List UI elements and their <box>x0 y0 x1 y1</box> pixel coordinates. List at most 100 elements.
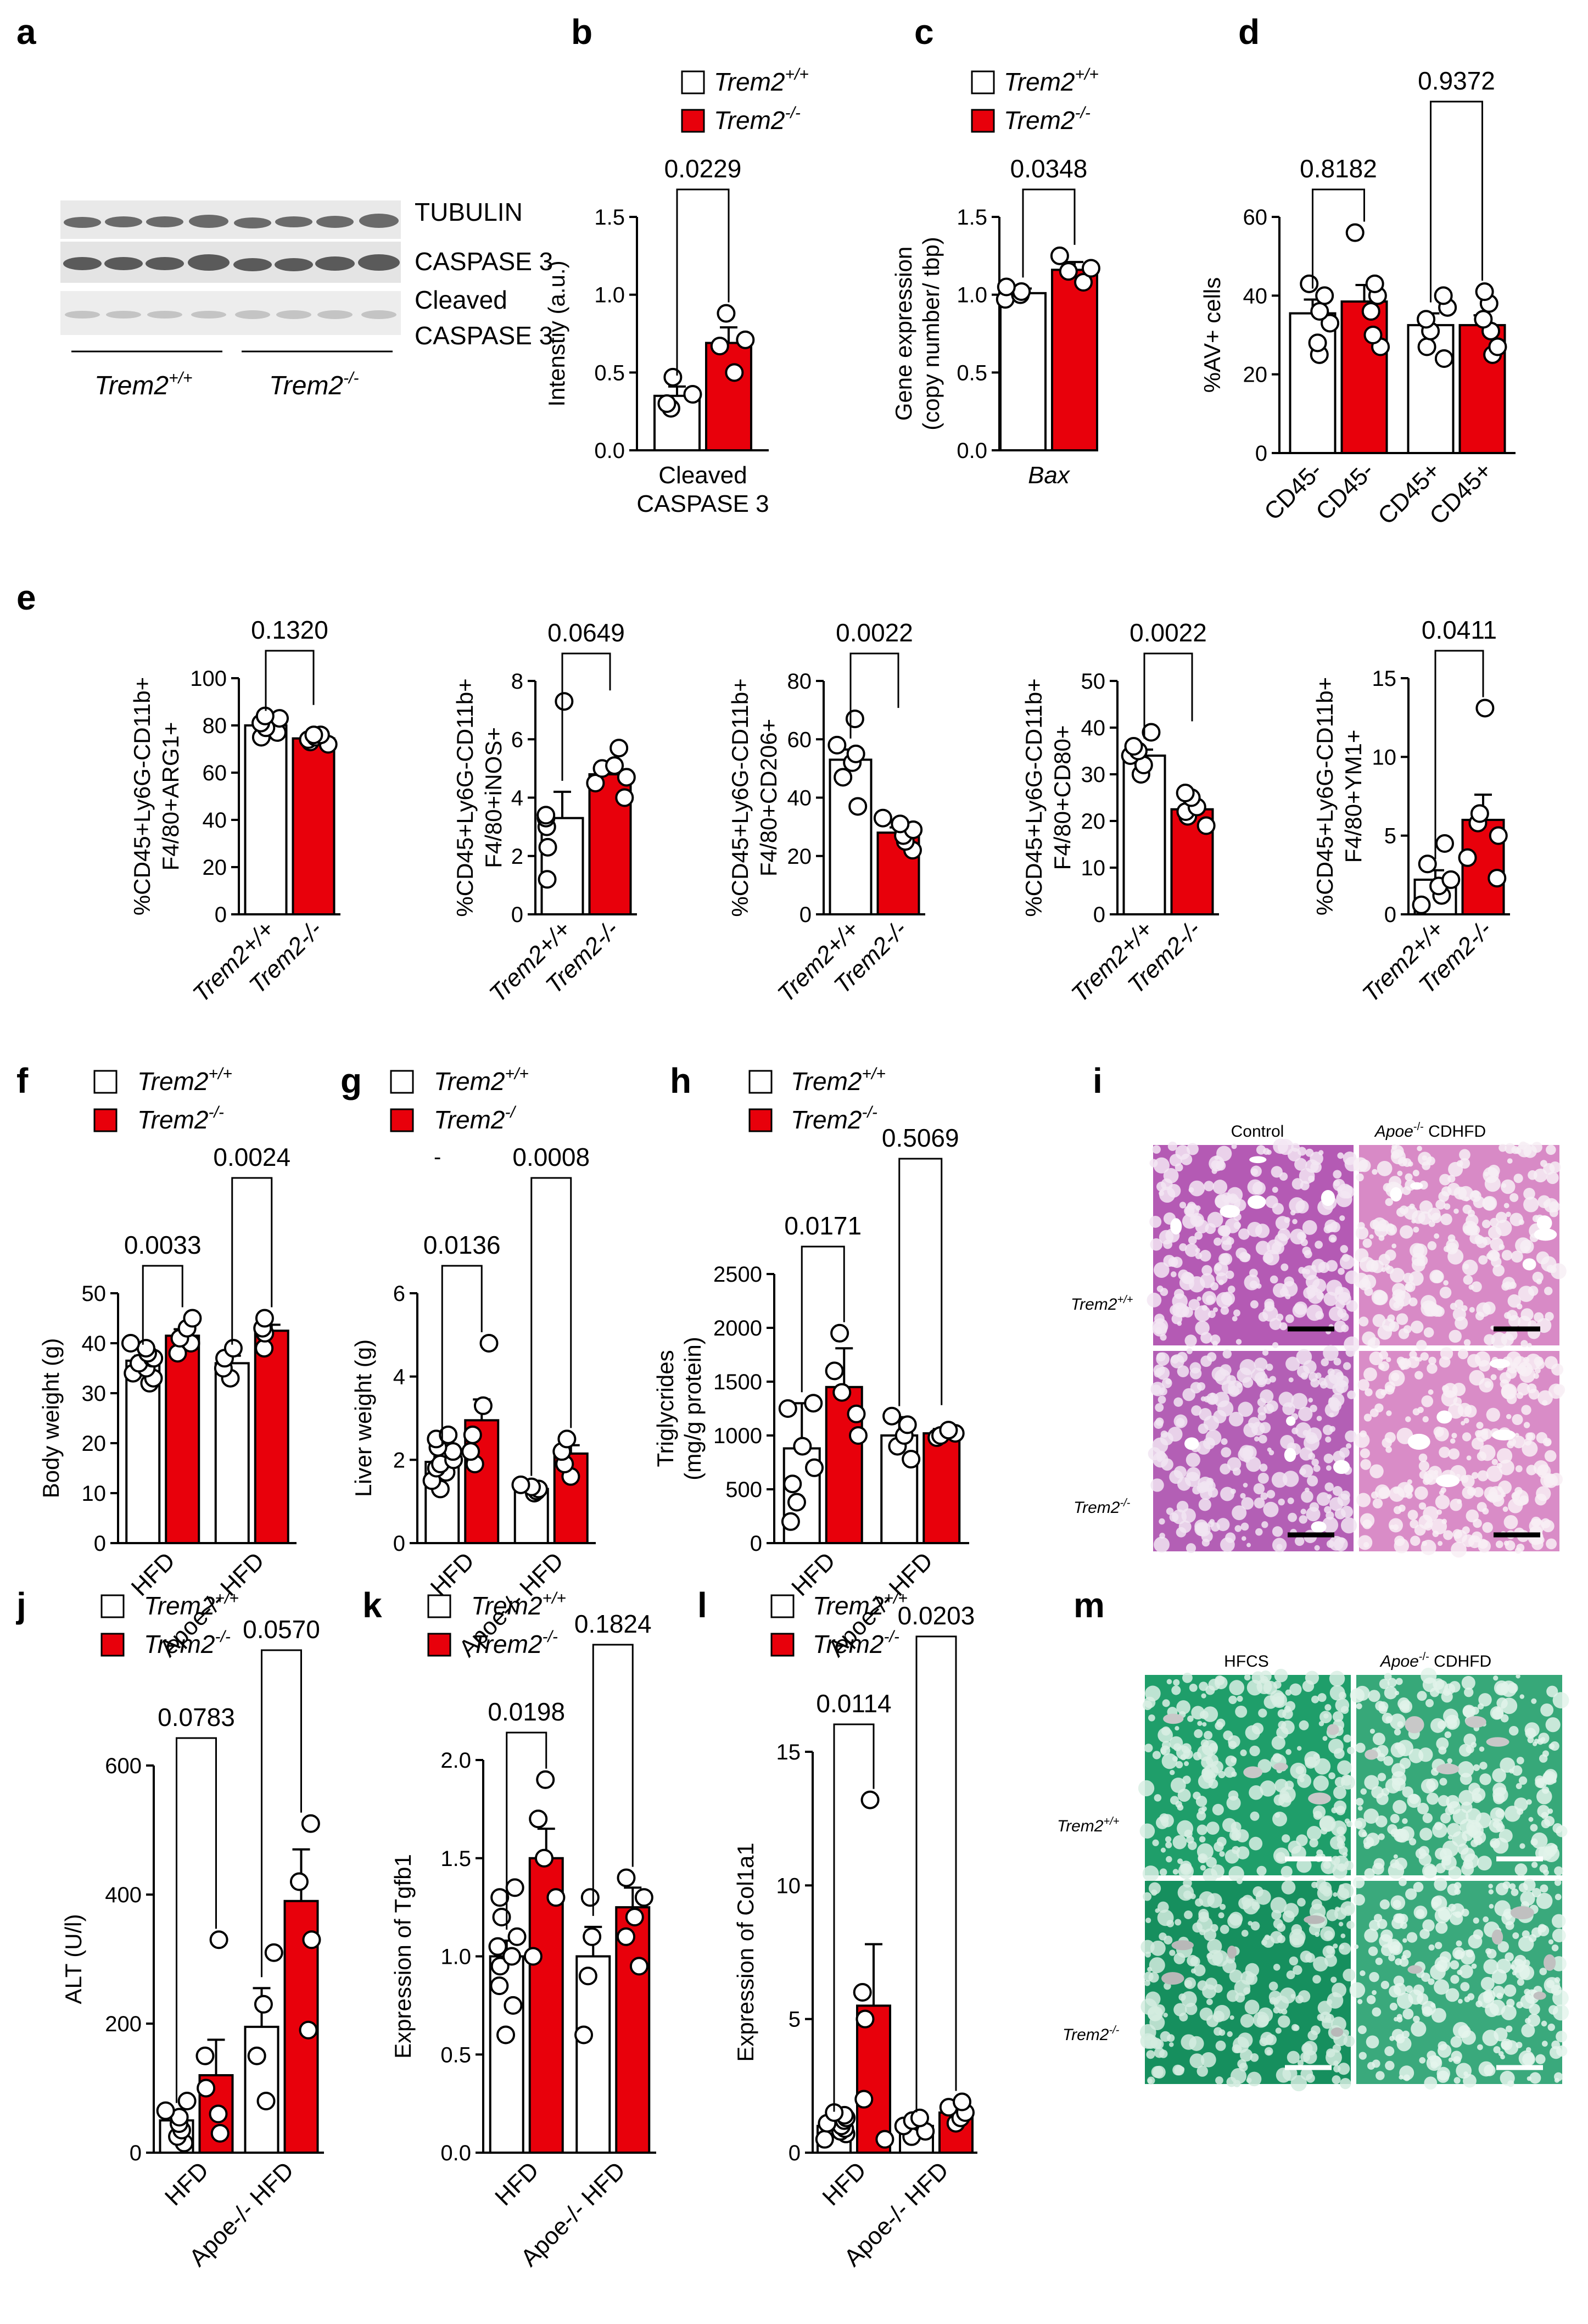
lipid-droplet <box>1448 1903 1456 1912</box>
lipid-droplet <box>1438 1540 1443 1546</box>
lipid-droplet <box>1542 1773 1555 1784</box>
lipid-droplet <box>1340 1380 1346 1386</box>
lipid-droplet <box>1400 1365 1406 1371</box>
lipid-droplet <box>1255 1241 1270 1255</box>
lipid-droplet <box>1282 1910 1295 1923</box>
lipid-droplet <box>1413 1984 1424 1996</box>
lipid-droplet <box>1279 1987 1296 2004</box>
lipid-droplet <box>1243 1987 1251 1995</box>
bar <box>856 2004 891 2154</box>
p-value-label: 0.0198 <box>488 1697 565 1726</box>
lipid-droplet <box>1444 1731 1452 1739</box>
lipid-droplet <box>1522 1930 1530 1938</box>
data-point <box>902 1450 921 1469</box>
lipid-droplet <box>1324 1219 1338 1233</box>
lipid-droplet <box>1424 2076 1438 2090</box>
lipid-droplet <box>1285 1293 1291 1300</box>
lipid-droplet <box>1408 1271 1424 1286</box>
legend-label-wt: Trem2+/+ <box>813 1589 908 1620</box>
lipid-droplet <box>1471 1963 1477 1969</box>
lipid-droplet <box>1505 2025 1513 2032</box>
lipid-droplet <box>1329 1426 1335 1432</box>
lipid-droplet <box>1395 1678 1403 1685</box>
lipid-droplet <box>1478 1255 1488 1265</box>
western-blot-image <box>60 200 401 335</box>
legend-swatch-wt <box>427 1594 451 1618</box>
lipid-droplet <box>1405 1173 1413 1181</box>
lipid-droplet <box>1476 1422 1484 1429</box>
lipid-droplet <box>1385 1249 1396 1261</box>
lipid-droplet <box>1215 2076 1223 2085</box>
lipid-droplet <box>1281 1865 1293 1878</box>
lipid-droplet <box>1251 1671 1265 1684</box>
data-point <box>605 756 624 775</box>
data-point <box>1475 699 1495 718</box>
lipid-droplet <box>1372 2007 1382 2017</box>
lipid-droplet <box>1300 1464 1313 1478</box>
y-tick-label: 1.5 <box>957 205 987 230</box>
lipid-droplet <box>1555 1893 1562 1901</box>
legend-label-wt: Trem2+/+ <box>144 1589 239 1620</box>
lipid-droplet <box>1198 1498 1211 1511</box>
lipid-droplet <box>1204 1730 1213 1740</box>
data-point <box>1412 895 1431 914</box>
lipid-droplet <box>1146 2050 1155 2059</box>
lipid-droplet <box>1554 1977 1561 1983</box>
lipid-droplet <box>1165 1378 1172 1385</box>
lipid-droplet <box>1291 2024 1299 2031</box>
lipid-droplet <box>1278 2015 1290 2028</box>
lipid-droplet <box>1395 2034 1405 2044</box>
lipid-droplet <box>1529 2072 1541 2084</box>
lipid-droplet <box>1206 1822 1220 1835</box>
lipid-droplet <box>1332 1982 1346 1998</box>
lipid-droplet <box>1514 1797 1528 1812</box>
lipid-droplet <box>1471 1437 1484 1450</box>
panel-letter-f: f <box>16 1061 29 1100</box>
lipid-droplet <box>1298 1406 1313 1421</box>
y-tick-label: 40 <box>203 808 227 833</box>
data-point <box>574 2025 594 2044</box>
data-point <box>1196 816 1216 835</box>
lipid-droplet <box>1531 1888 1541 1898</box>
blot-group-wt: Trem2+/+ <box>94 369 193 400</box>
lipid-droplet <box>1516 1674 1520 1679</box>
lipid-droplet <box>1347 1746 1355 1755</box>
lipid-droplet <box>1385 1716 1393 1723</box>
lipid-droplet <box>1531 1862 1538 1868</box>
lipid-droplet <box>1227 2031 1233 2037</box>
lipid-droplet <box>1266 1490 1276 1499</box>
data-point <box>683 385 702 404</box>
lipid-droplet <box>1524 1245 1530 1252</box>
lipid-droplet <box>1386 1357 1391 1362</box>
lipid-droplet <box>1231 1822 1242 1833</box>
data-point <box>834 768 853 787</box>
lipid-droplet <box>1402 1938 1407 1943</box>
lipid-droplet <box>1482 2030 1499 2046</box>
lipid-droplet <box>1427 2051 1436 2060</box>
lipid-droplet <box>1389 2036 1395 2041</box>
lipid-droplet <box>1397 1170 1403 1176</box>
bar <box>705 342 752 451</box>
y-tick-label: 60 <box>1243 205 1268 230</box>
lipid-droplet <box>1247 1221 1262 1237</box>
lipid-droplet <box>1313 1465 1321 1472</box>
data-point <box>1458 848 1477 867</box>
lipid-droplet <box>1252 1901 1257 1907</box>
lipid-droplet <box>1497 1941 1509 1953</box>
lipid-droplet <box>1264 1301 1275 1312</box>
y-axis-label: %CD45+Ly6G-CD11b+ <box>452 678 478 917</box>
lipid-droplet <box>1460 1773 1472 1785</box>
lipid-droplet <box>1477 1502 1487 1512</box>
lipid-droplet <box>1328 1772 1335 1780</box>
lipid-droplet <box>1511 1250 1523 1263</box>
data-point <box>805 1458 824 1477</box>
lipid-droplet <box>1391 1372 1400 1382</box>
data-point <box>1363 326 1383 344</box>
lipid-droplet <box>1453 1397 1462 1406</box>
lipid-droplet <box>1355 1797 1364 1806</box>
lipid-droplet <box>1262 1349 1269 1356</box>
lipid-droplet <box>1508 1498 1523 1513</box>
lipid-droplet <box>1222 1349 1232 1359</box>
bar <box>165 1334 200 1545</box>
